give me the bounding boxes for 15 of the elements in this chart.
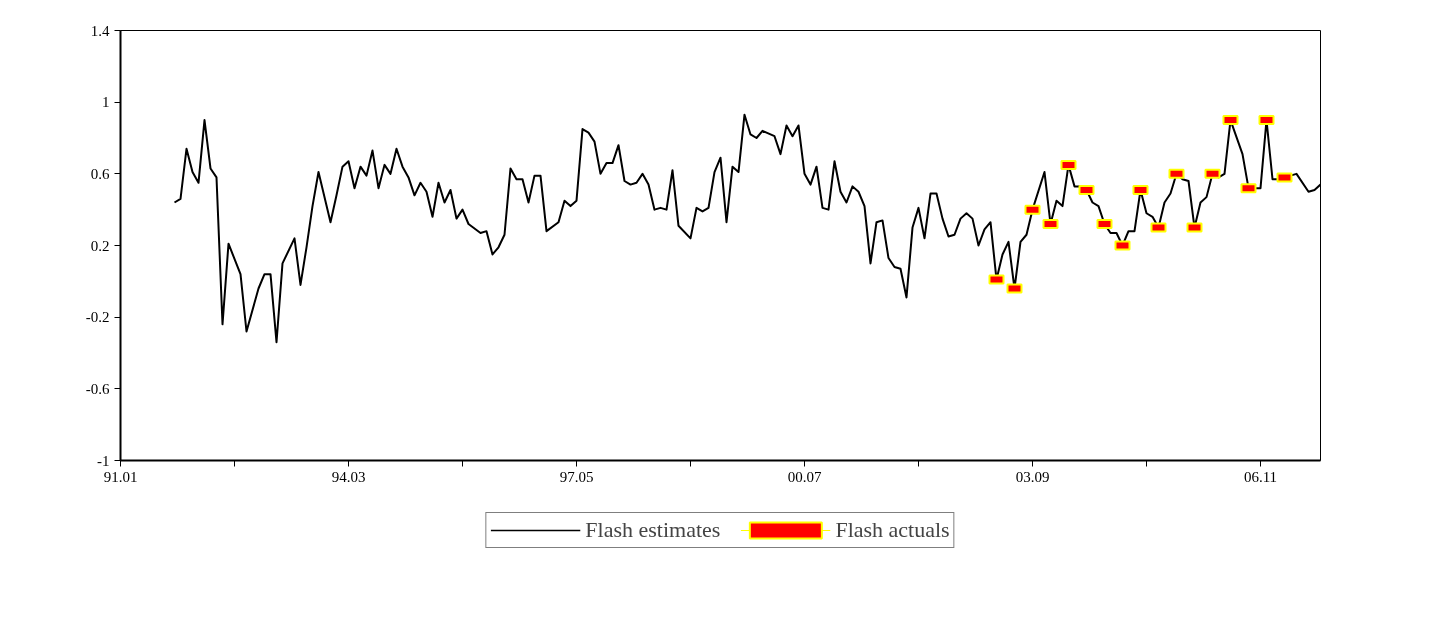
y-tick-label: -0.2 [85,309,110,326]
x-tick-label: 03.09 [1015,468,1050,485]
x-tick-label: 97.05 [559,468,594,485]
legend-label: Flash estimates [585,517,721,543]
y-tick-label: -1 [97,452,110,469]
x-tick-label: 06.11 [1243,468,1278,485]
x-tick-label: 00.07 [787,468,822,485]
x-tick-label: 91.01 [103,468,138,485]
y-tick-label: -0.6 [85,380,110,397]
x-tick-label: 94.03 [331,468,366,485]
y-tick-label: 0.2 [90,237,110,254]
y-tick-label: 1.4 [90,22,110,39]
legend-label: Flash actuals [835,517,950,543]
y-tick-label: 1 [102,94,110,111]
y-tick-label: 0.6 [90,165,110,182]
